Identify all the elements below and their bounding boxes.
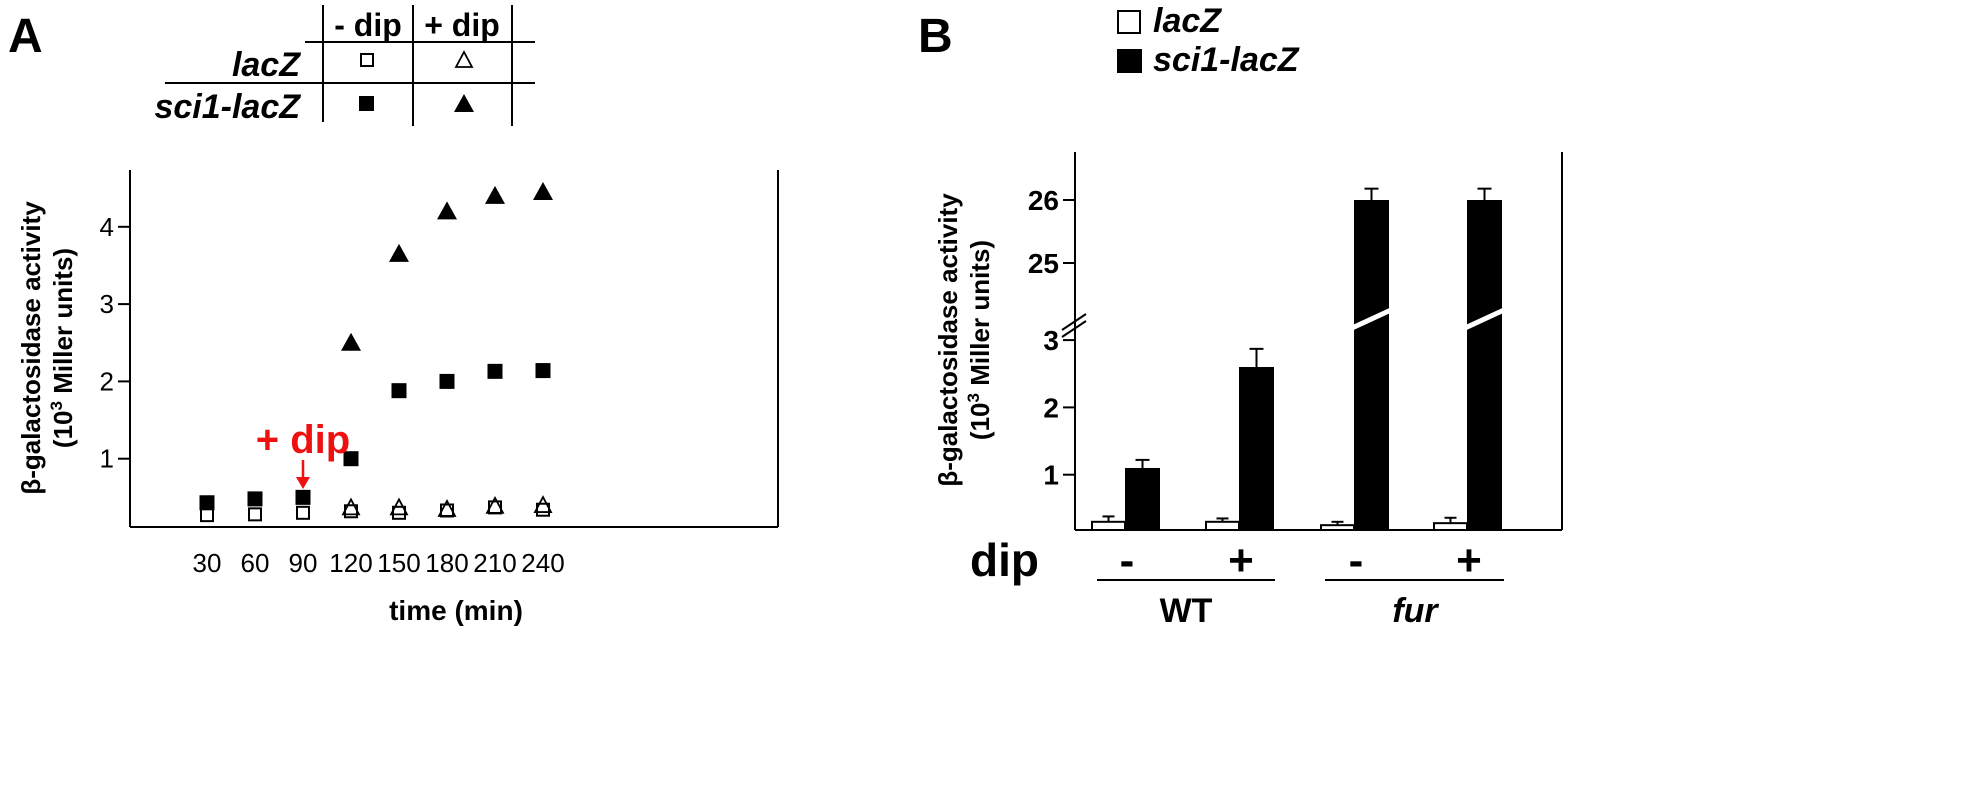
legend-open-box-icon (1117, 10, 1141, 34)
bar-break-stripe (1463, 307, 1506, 331)
y-tick-label: 4 (100, 212, 114, 242)
x-tick-label: 30 (193, 548, 222, 578)
panel-b-legend: lacZ sci1-lacZ (1117, 2, 1300, 79)
panel-a-y-axis-title: β-galactosidase activity (103 Miller uni… (16, 201, 78, 495)
data-point-filled-triangle (485, 185, 505, 204)
data-point-filled-square (391, 383, 407, 399)
data-point-open-triangle (533, 495, 553, 513)
data-point-filled-triangle (341, 332, 361, 351)
data-point-open-triangle (437, 499, 457, 517)
panel-b: B lacZ sci1-lacZ 1 2 3 25 26 β-galactosidase… (918, 2, 1563, 630)
data-point-open-square (296, 505, 310, 520)
data-point-filled-square (199, 495, 215, 511)
data-point-filled-square (343, 451, 359, 467)
y-tick-label: 2 (1043, 392, 1059, 423)
data-point-open-triangle (341, 497, 361, 516)
panel-a-axes (129, 170, 779, 528)
y-tick-label: 2 (100, 366, 114, 396)
x-tick-label: 210 (473, 548, 516, 578)
data-point-open-square (200, 508, 214, 523)
red-down-arrow-icon (296, 477, 310, 489)
y-tick-label: 26 (1028, 185, 1059, 216)
wt-plus-sign: + (1228, 536, 1254, 585)
legend-open-triangle-icon (454, 50, 474, 68)
dip-annotation-label: + dip (256, 418, 350, 462)
data-point-open-square (392, 505, 406, 520)
data-point-filled-square (439, 373, 455, 389)
wt-group-label: WT (1160, 592, 1213, 630)
y-tick-label: 25 (1028, 248, 1059, 279)
legend-filled-triangle-icon (454, 94, 474, 112)
x-tick-label: 180 (425, 548, 468, 578)
data-point-filled-triangle (533, 182, 553, 201)
panel-a-legend-table: - dip + dip lacZ sci1-lacZ (154, 5, 535, 126)
fur-minus-sign: - (1349, 536, 1364, 585)
panel-a-ylabel-line2: (103 Miller units) (47, 248, 78, 448)
data-point-filled-triangle (437, 201, 457, 220)
y-tick-label: 3 (100, 289, 114, 319)
panel-b-ylabel-line2: (103 Miller units) (964, 240, 995, 440)
data-point-filled-triangle (389, 243, 409, 262)
x-tick-label: 90 (289, 548, 318, 578)
table-row-lacz: lacZ (232, 46, 301, 84)
table-header-minus-dip: - dip (334, 7, 402, 43)
panel-a: A - dip + dip lacZ sci1-lacZ 1 2 3 4 30 60 90… (8, 5, 779, 626)
x-tick-label: 240 (521, 548, 564, 578)
panel-b-ylabel-line1: β-galactosidase activity (933, 193, 963, 487)
data-point-open-triangle (389, 497, 409, 516)
panel-a-y-ticks: 1 2 3 4 (100, 212, 130, 474)
legend-open-square-icon (360, 53, 374, 67)
x-tick-label: 150 (377, 548, 420, 578)
dip-row-label: dip (970, 534, 1039, 586)
panel-a-ylabel-line1: β-galactosidase activity (16, 201, 46, 495)
data-point-filled-square (247, 491, 263, 507)
y-tick-label: 3 (1043, 325, 1059, 356)
bar-break-stripe (1350, 307, 1393, 331)
x-tick-label: 120 (329, 548, 372, 578)
bar-lacz (1091, 520, 1126, 531)
panel-b-letter: B (918, 10, 953, 63)
bar-sci1-lacz (1354, 200, 1389, 530)
bar-sci1-lacz (1467, 200, 1502, 530)
data-point-filled-square (535, 363, 551, 379)
panel-b-y-ticks: 1 2 3 25 26 (1028, 185, 1075, 491)
panel-b-y-axis-title: β-galactosidase activity (103 Miller uni… (933, 193, 995, 487)
data-point-filled-square (487, 363, 503, 379)
legend-filled-box-icon (1117, 49, 1142, 73)
data-point-open-square (248, 507, 262, 522)
legend-lacz-label: lacZ (1153, 2, 1222, 40)
panel-a-x-ticks: 30 60 90 120 150 180 210 240 (193, 548, 565, 578)
wt-minus-sign: - (1120, 536, 1135, 585)
data-point-open-triangle (485, 495, 505, 514)
x-tick-label: 60 (241, 548, 270, 578)
panel-a-x-axis-title: time (min) (389, 595, 523, 626)
bar-lacz (1205, 520, 1240, 531)
table-header-plus-dip: + dip (424, 7, 500, 43)
bar-sci1-lacz (1239, 367, 1274, 530)
bar-lacz (1320, 524, 1355, 531)
panel-a-points (199, 182, 553, 523)
panel-b-bars (1091, 187, 1506, 532)
panel-a-dip-annotation: + dip (256, 418, 350, 489)
bar-sci1-lacz (1125, 467, 1160, 530)
legend-sci1-lacz-label: sci1-lacZ (1153, 41, 1300, 79)
axis-break-mark-1 (1061, 313, 1087, 331)
y-tick-label: 1 (100, 444, 114, 474)
data-point-filled-square (295, 489, 311, 505)
y-tick-label: 1 (1043, 460, 1059, 491)
fur-plus-sign: + (1456, 536, 1482, 585)
fur-group-label: fur (1392, 592, 1439, 630)
axis-break-mark-2 (1061, 320, 1087, 338)
table-row-sci1-lacz: sci1-lacZ (154, 88, 301, 126)
bar-lacz (1433, 522, 1468, 532)
panel-a-letter: A (8, 10, 43, 63)
legend-filled-square-icon (359, 96, 374, 111)
